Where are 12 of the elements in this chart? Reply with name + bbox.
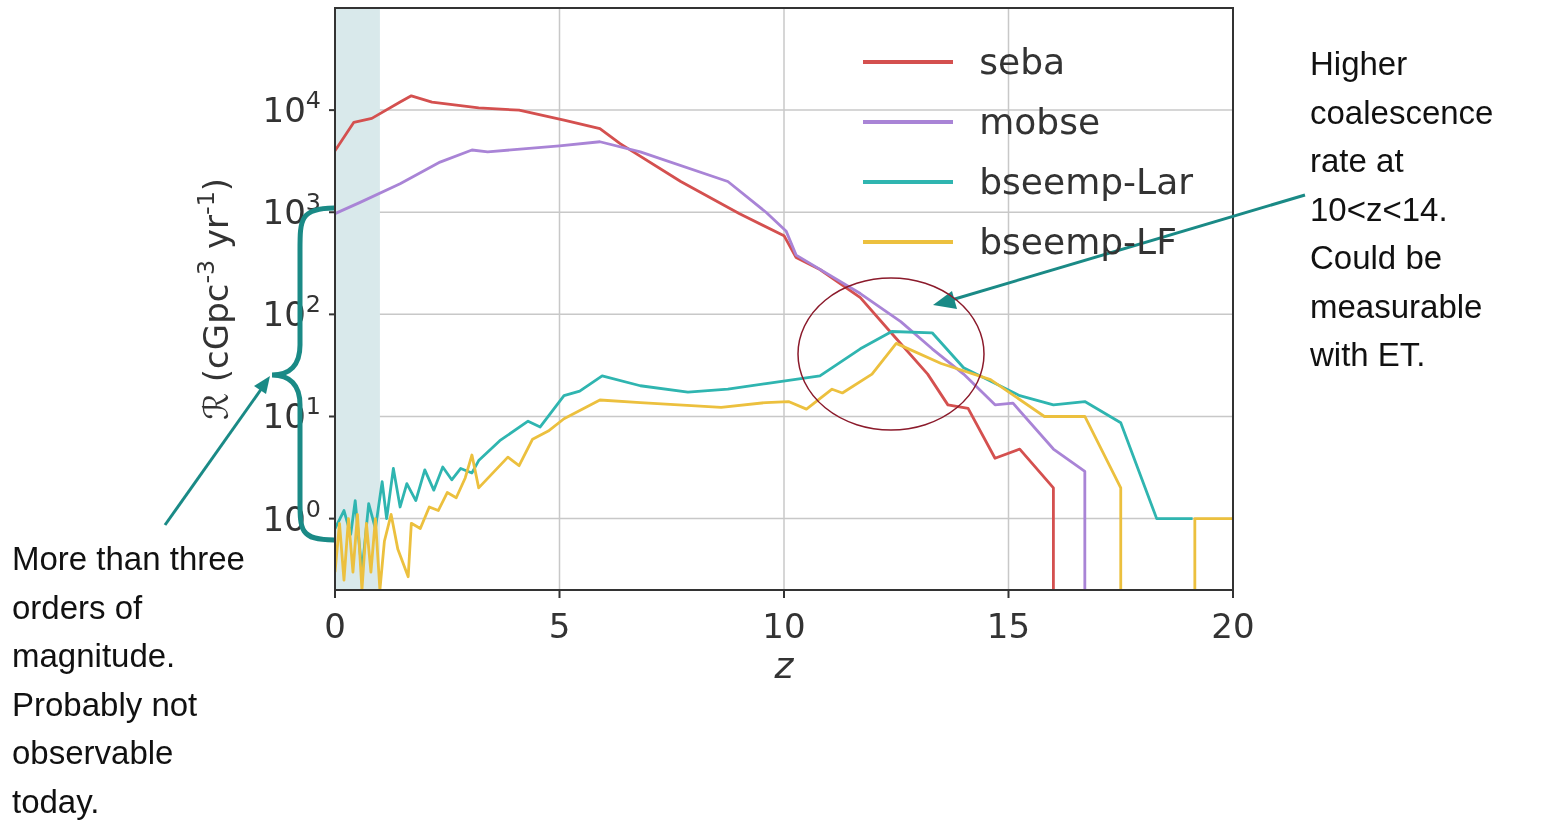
text: Higher coalescence rate at 10<z<14. Could be measurable with ET. xyxy=(1310,44,1495,375)
text: More than three orders of magnitude. Probably not observable today. xyxy=(12,539,246,822)
x-tick-label: 15 xyxy=(986,606,1031,647)
x-tick-label: 10 xyxy=(762,606,806,647)
y-tick-label: 10$^{4}$ xyxy=(262,86,321,131)
x-tick-label: 5 xyxy=(548,606,571,647)
x-axis-title: z xyxy=(773,644,795,686)
legend-label: seba xyxy=(979,40,1066,84)
legend-label: mobse xyxy=(979,100,1101,144)
legend-label: bseemp-Lar xyxy=(979,160,1193,204)
x-tick-label: 0 xyxy=(324,606,346,647)
x-tick-label: 20 xyxy=(1211,606,1255,647)
